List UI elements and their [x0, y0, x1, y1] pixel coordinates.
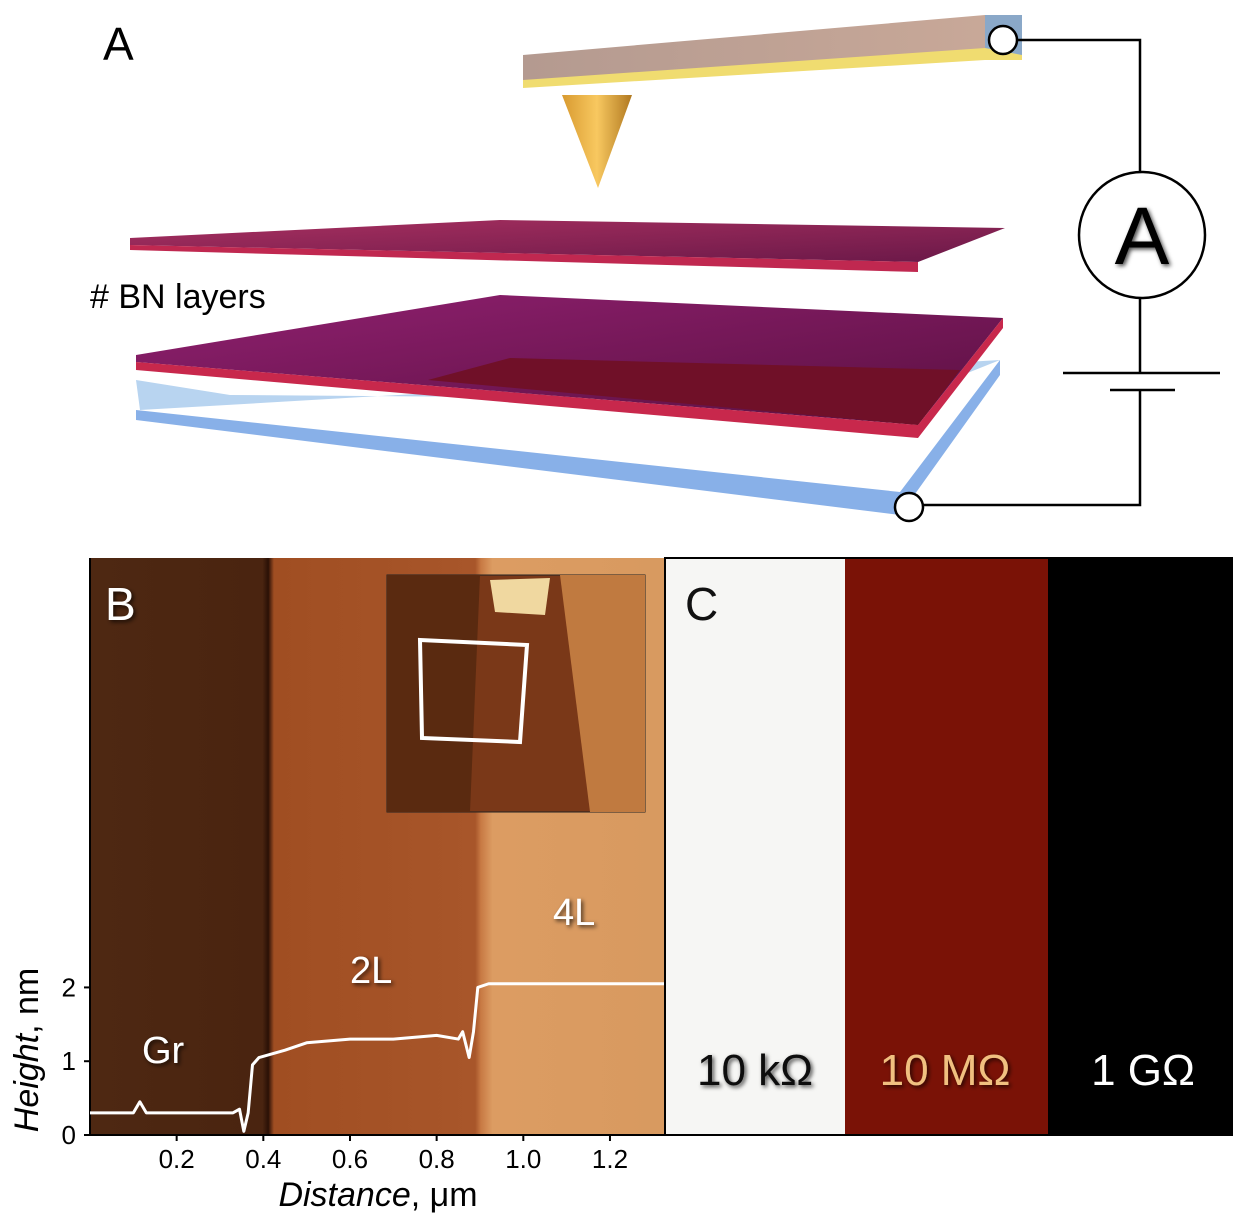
y-axis-label: Height, nm — [8, 968, 46, 1132]
resistance-label: 1 GΩ — [1091, 1046, 1195, 1095]
meter-label: A — [1115, 191, 1170, 282]
panel-c: C 10 kΩ 10 MΩ 1 GΩ — [665, 558, 1233, 1135]
panel-b: B Gr 2L 4L Distance, μm Height, nm 0.2 0.… — [8, 558, 666, 1214]
resistance-label: 10 kΩ — [697, 1046, 813, 1095]
x-axis-label: Distance, μm — [278, 1176, 477, 1214]
y-axis-label-unit: , nm — [8, 968, 46, 1034]
panel-a: A # BN layers A — [90, 15, 1220, 521]
y-tick-label: 0 — [62, 1120, 76, 1150]
inset-region — [490, 578, 550, 615]
wire — [1017, 40, 1140, 172]
panel-label: C — [685, 578, 718, 630]
x-tick-label: 0.6 — [332, 1144, 368, 1174]
inset-region — [387, 575, 480, 812]
resistance-label: 10 MΩ — [880, 1046, 1011, 1095]
x-axis-label-unit: , μm — [411, 1176, 478, 1214]
panel-label: A — [103, 18, 134, 70]
y-axis-label-main: Height — [8, 1032, 46, 1132]
x-tick-label: 0.8 — [419, 1144, 455, 1174]
x-tick-label: 0.4 — [245, 1144, 281, 1174]
wire — [923, 390, 1140, 505]
tip — [562, 95, 632, 188]
region-label: 2L — [350, 950, 392, 992]
x-axis-label-main: Distance — [278, 1176, 410, 1214]
terminal — [989, 26, 1017, 54]
terminal — [895, 493, 923, 521]
x-tick-label: 1.0 — [505, 1144, 541, 1174]
x-tick-label: 1.2 — [592, 1144, 628, 1174]
y-tick-label: 1 — [62, 1046, 76, 1076]
y-tick-label: 2 — [62, 972, 76, 1002]
layers-label: # BN layers — [90, 278, 266, 316]
region-label: 4L — [553, 892, 595, 934]
x-tick-label: 0.2 — [159, 1144, 195, 1174]
region-label: Gr — [142, 1030, 185, 1072]
figure: A # BN layers A B — [0, 0, 1233, 1215]
panel-label: B — [105, 578, 136, 630]
